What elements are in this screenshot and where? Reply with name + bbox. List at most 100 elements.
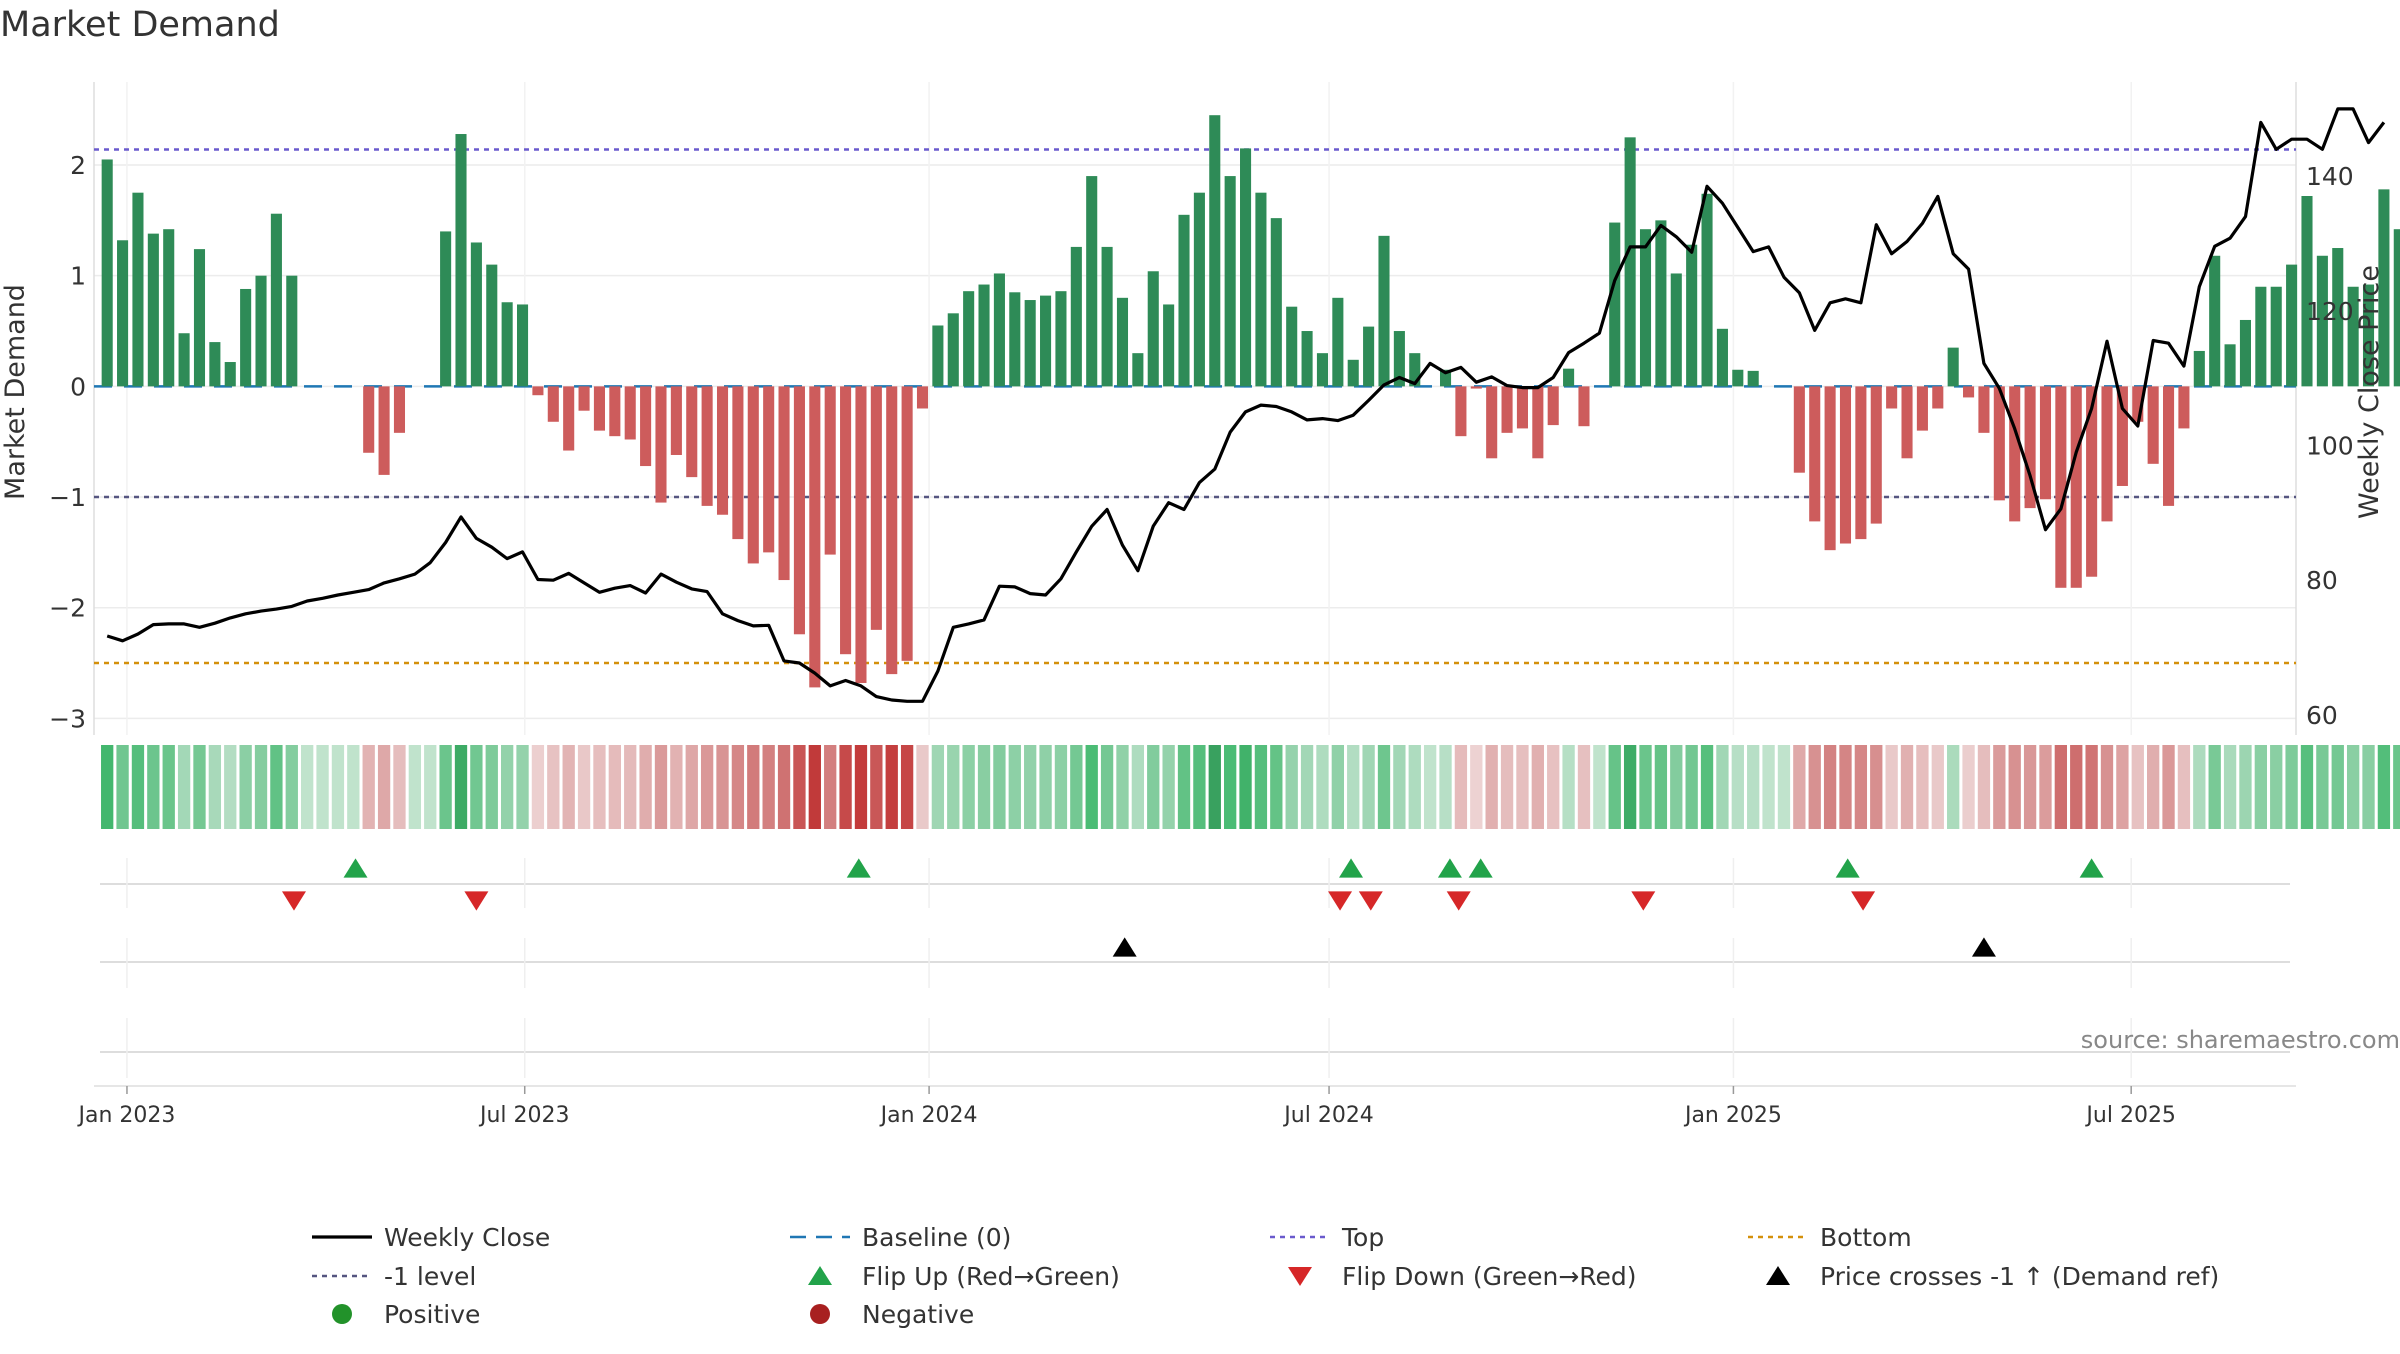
heat-cell: [1639, 745, 1652, 829]
heat-cell: [116, 745, 129, 829]
heat-cell: [1347, 745, 1360, 829]
heat-cell: [1377, 745, 1391, 829]
heat-cell: [1100, 745, 1114, 829]
heat-cell: [824, 745, 837, 829]
demand-bar: [1240, 148, 1252, 387]
legend-label: Negative: [862, 1300, 974, 1329]
heat-cell: [2223, 745, 2237, 829]
demand-bar: [686, 386, 698, 478]
heat-cell: [2147, 745, 2160, 829]
heat-cell: [2393, 745, 2400, 829]
price-cross-marker: [1971, 937, 1996, 957]
legend-label: Flip Up (Red→Green): [862, 1262, 1120, 1291]
heat-cell: [2346, 745, 2360, 829]
demand-bar: [1932, 386, 1944, 409]
demand-bar: [1363, 326, 1375, 387]
heat-cell: [1839, 745, 1852, 829]
flip-down-marker: [281, 891, 306, 911]
demand-bar: [978, 284, 990, 387]
demand-bar: [1193, 192, 1205, 387]
demand-bar: [1439, 369, 1452, 387]
demand-bar: [1839, 386, 1852, 544]
heat-cell: [1747, 745, 1760, 829]
flip-down-marker: [1358, 891, 1383, 911]
demand-bar: [2163, 386, 2175, 506]
x-tick-label: Jan 2025: [1683, 1103, 1782, 1128]
flip-down-marker: [464, 891, 489, 911]
demand-bar: [640, 386, 652, 467]
heat-cell: [1316, 745, 1329, 829]
legend-label: Bottom: [1820, 1223, 1912, 1252]
demand-bar: [2316, 255, 2328, 387]
demand-bar: [1732, 369, 1744, 387]
heat-cell: [531, 745, 545, 829]
heat-cell: [2100, 745, 2114, 829]
legend-marker-triangle-down: [1288, 1267, 1312, 1286]
heat-cell: [224, 745, 237, 829]
y2-axis-label: Weekly Close Price: [2354, 265, 2385, 519]
demand-bar: [1578, 386, 1590, 427]
demand-bar: [2116, 386, 2128, 486]
demand-bar: [1301, 331, 1313, 387]
heat-cell: [2316, 745, 2329, 829]
demand-bar: [1686, 244, 1698, 387]
heat-cell: [1485, 745, 1498, 829]
heat-cell: [1300, 745, 1314, 829]
demand-bar: [1132, 353, 1144, 387]
demand-bar: [1870, 386, 1882, 524]
heat-cell: [2085, 745, 2098, 829]
legend-label: Weekly Close: [384, 1223, 550, 1252]
demand-bar: [1609, 222, 1621, 387]
demand-bar: [440, 231, 452, 387]
demand-bar: [547, 386, 559, 422]
demand-bar: [2178, 386, 2190, 429]
demand-bar: [855, 386, 867, 683]
heat-cell: [1623, 745, 1637, 829]
flip-down-marker: [1446, 891, 1471, 911]
demand-bar: [1793, 386, 1805, 473]
demand-bar: [240, 288, 252, 387]
heat-cell: [947, 745, 960, 829]
heat-cell: [2239, 745, 2252, 829]
demand-bar: [763, 386, 775, 553]
heat-cell: [347, 745, 360, 829]
demand-bar: [1286, 306, 1298, 387]
x-tick-label: Jul 2023: [478, 1103, 570, 1128]
heat-cell: [2116, 745, 2129, 829]
heat-cell: [1547, 745, 1560, 829]
heat-cell: [885, 745, 898, 829]
heat-cell: [1977, 745, 1991, 829]
heat-cell: [1470, 745, 1483, 829]
heat-cell: [377, 745, 391, 829]
demand-bar: [824, 386, 836, 555]
demand-bar: [2101, 386, 2113, 522]
heat-cell: [362, 745, 375, 829]
demand-bar: [609, 386, 621, 437]
demand-bar: [1855, 386, 1867, 540]
demand-bar: [209, 342, 221, 387]
flip-up-marker: [1835, 858, 1860, 878]
demand-bar: [2301, 196, 2313, 387]
demand-bar: [2378, 189, 2390, 387]
heat-cell: [1823, 745, 1837, 829]
demand-bar: [1655, 220, 1667, 387]
demand-bar: [1886, 386, 1898, 409]
demand-bar: [1501, 386, 1513, 433]
demand-bar: [1224, 176, 1236, 387]
heat-cell: [1577, 745, 1591, 829]
main-axes-frame: [93, 82, 2297, 735]
legend-marker-triangle-up: [808, 1266, 832, 1285]
heat-cell: [1654, 745, 1668, 829]
demand-bar: [870, 386, 882, 630]
heat-cell: [1070, 745, 1083, 829]
y2-tick-label: 100: [2306, 432, 2354, 461]
flip-up-marker: [2079, 858, 2104, 878]
heat-cell: [454, 745, 468, 829]
demand-bar: [1009, 292, 1021, 387]
heat-cell: [2177, 745, 2191, 829]
price-line: [106, 107, 2386, 703]
y-tick-label: 0: [70, 372, 86, 401]
demand-bar: [101, 159, 113, 387]
heat-cell: [439, 745, 452, 829]
heat-cell: [1731, 745, 1744, 829]
